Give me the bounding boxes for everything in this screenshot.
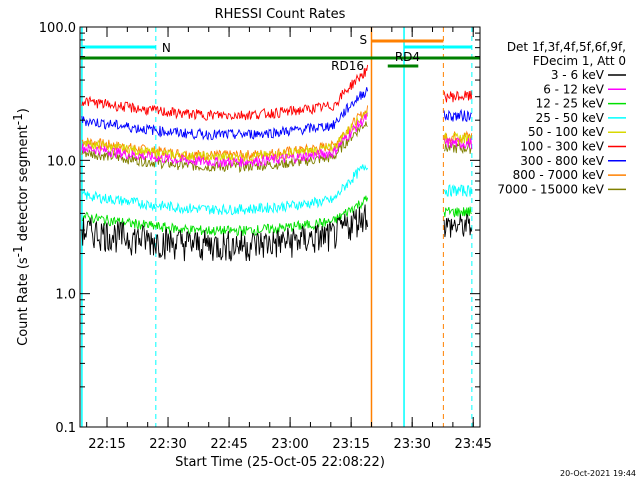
x-axis: 22:15 22:30 22:45 23:00 23:15 23:30 23:45 <box>86 27 492 452</box>
series-line <box>81 112 368 169</box>
y-axis-label: Count Rate (s-1 detector segment-1) <box>11 108 31 346</box>
y-axis: 0.1 1.0 10.0 100.0 <box>39 21 480 436</box>
x-tick-label: 22:15 <box>88 437 125 452</box>
y-tick-label: 1.0 <box>55 288 76 303</box>
x-tick-label: 23:15 <box>332 437 369 452</box>
legend-entry-label: 50 - 100 keV <box>528 125 605 139</box>
x-tick-label: 23:30 <box>393 437 430 452</box>
y-tick-label: 0.1 <box>55 421 76 436</box>
timestamp: 20-Oct-2021 19:44 <box>560 469 636 478</box>
series-line-after-saa <box>443 184 473 198</box>
series-line <box>81 87 369 141</box>
series-line <box>81 204 369 262</box>
series-line <box>81 64 369 121</box>
x-axis-label: Start Time (25-Oct-05 22:08:22) <box>175 455 385 470</box>
plot-annotations: N S RD4 RD16 <box>80 27 480 427</box>
series-line-after-saa <box>443 108 472 123</box>
legend-entry-label: 100 - 300 keV <box>520 140 604 154</box>
series-line-after-saa <box>443 90 473 103</box>
legend-entry-label: 25 - 50 keV <box>536 111 605 125</box>
series-line-after-saa <box>443 212 473 238</box>
series-line <box>81 195 369 237</box>
x-tick-label: 22:30 <box>149 437 186 452</box>
legend-entry-label: 12 - 25 keV <box>536 97 605 111</box>
legend-header-1: Det 1f,3f,4f,5f,6f,9f, <box>507 40 626 54</box>
chart-title: RHESSI Count Rates <box>215 7 346 22</box>
saa-label: S <box>359 33 367 47</box>
legend-entry-label: 800 - 7000 keV <box>513 168 605 182</box>
x-tick-label: 23:00 <box>271 437 308 452</box>
legend-entry-label: 6 - 12 keV <box>543 82 605 96</box>
legend-entry-label: 3 - 6 keV <box>551 68 605 82</box>
series-layer <box>81 64 473 262</box>
series-line <box>81 164 368 216</box>
night-label: N <box>162 41 171 55</box>
plot-frame <box>79 26 481 428</box>
legend: Det 1f,3f,4f,5f,6f,9f, FDecim 1, Att 0 3… <box>497 40 626 196</box>
legend-entry-label: 300 - 800 keV <box>520 154 604 168</box>
legend-entry-label: 7000 - 15000 keV <box>497 182 604 196</box>
y-tick-label: 10.0 <box>47 154 76 169</box>
y-tick-label: 100.0 <box>39 21 76 36</box>
rd4-label: RD4 <box>395 50 420 64</box>
series-line-after-saa <box>443 137 473 150</box>
series-line-after-saa <box>443 206 472 218</box>
rd16-label: RD16 <box>331 59 364 73</box>
legend-header-2: FDecim 1, Att 0 <box>533 54 626 68</box>
x-tick-label: 23:45 <box>454 437 491 452</box>
x-tick-label: 22:45 <box>210 437 247 452</box>
